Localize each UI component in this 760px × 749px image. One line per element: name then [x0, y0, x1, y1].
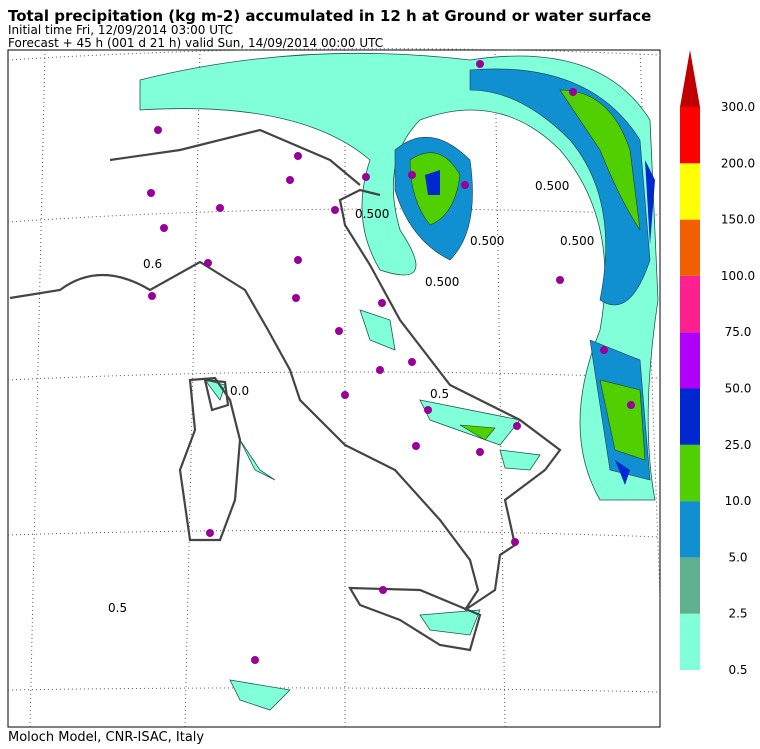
- contour-label: 0.500: [425, 275, 459, 289]
- city-dot: [424, 406, 432, 414]
- colorbar-segment: [680, 332, 700, 389]
- colorbar-label: 10.0: [725, 494, 752, 508]
- contour-label: 0.0: [230, 384, 249, 398]
- contour-label: 0.5: [108, 601, 127, 615]
- city-dot: [335, 327, 343, 335]
- colorbar-arrow: [680, 50, 700, 107]
- colorbar-segment: [680, 388, 700, 445]
- colorbar-segment: [680, 107, 700, 164]
- contour-label: 0.500: [560, 234, 594, 248]
- coastline: [9, 128, 562, 652]
- map-frame: [7, 49, 661, 728]
- map: 0.5 0.6 0.500 0.500 0.500 0.500 0.500 0.0 0.5: [7, 48, 661, 728]
- colorbar-label: 300.0: [721, 100, 755, 114]
- colorbar-segment: [680, 163, 700, 220]
- city-dot: [294, 152, 302, 160]
- colorbar-label: 2.5: [728, 607, 747, 621]
- city-dot: [204, 259, 212, 267]
- city-dot: [378, 299, 386, 307]
- city-dot: [408, 358, 416, 366]
- colorbar-segment: [680, 444, 700, 502]
- colorbar-segment: [680, 557, 700, 614]
- colorbar-segment: [680, 219, 700, 276]
- contour-label: 0.5: [430, 387, 449, 401]
- city-dot: [412, 442, 420, 450]
- city-dot: [251, 656, 259, 664]
- city-dot: [408, 171, 416, 179]
- cities: [147, 60, 635, 664]
- city-dot: [379, 586, 387, 594]
- city-dot: [331, 206, 339, 214]
- city-dot: [292, 294, 300, 302]
- city-dot: [206, 529, 214, 537]
- title: Total precipitation (kg m-2) accumulated…: [8, 7, 651, 25]
- contour-label: 0.500: [470, 234, 504, 248]
- credit: Moloch Model, CNR-ISAC, Italy: [8, 730, 204, 745]
- colorbar-label: 50.0: [725, 382, 752, 396]
- contour-labels: 0.5 0.6 0.500 0.500 0.500 0.500 0.500 0.0 0.5: [108, 179, 594, 615]
- colorbar-label: 150.0: [721, 213, 755, 227]
- colorbar-segment: [680, 501, 700, 558]
- colorbar-label: 200.0: [721, 156, 755, 170]
- city-dot: [627, 401, 635, 409]
- colorbar-label: 0.5: [728, 663, 747, 677]
- colorbar-label: 100.0: [721, 269, 755, 283]
- contour-label: 0.500: [535, 179, 569, 193]
- colorbar-label: 75.0: [725, 325, 752, 339]
- city-dot: [513, 422, 521, 430]
- precip-areas-top: [425, 160, 655, 485]
- colorbar-segment: [680, 275, 700, 333]
- city-dot: [376, 366, 384, 374]
- city-dot: [286, 176, 294, 184]
- colorbar-label: 25.0: [725, 438, 752, 452]
- city-dot: [556, 276, 564, 284]
- city-dot: [600, 346, 608, 354]
- city-dot: [154, 126, 162, 134]
- city-dot: [569, 88, 577, 96]
- city-dot: [294, 256, 302, 264]
- precip-areas: [139, 52, 659, 711]
- forecast: Forecast + 45 h (001 d 21 h) valid Sun, …: [8, 36, 383, 50]
- colorbar-segment: [680, 613, 700, 670]
- colorbar: 0.5 2.5 5.0 10.0 25.0 50.0 75.0 100.0 150.0 200.0…: [680, 50, 755, 677]
- initial-time: Initial time Fri, 12/09/2014 03:00 UTC: [8, 23, 233, 37]
- city-dot: [476, 60, 484, 68]
- city-dot: [216, 204, 224, 212]
- city-dot: [476, 448, 484, 456]
- city-dot: [362, 173, 370, 181]
- city-dot: [341, 391, 349, 399]
- city-dot: [147, 189, 155, 197]
- city-dot: [160, 224, 168, 232]
- contour-label: 0.500: [355, 207, 389, 221]
- city-dot: [511, 538, 519, 546]
- city-dot: [461, 181, 469, 189]
- contour-label: 0.6: [143, 257, 162, 271]
- colorbar-label: 5.0: [728, 550, 747, 564]
- city-dot: [148, 292, 156, 300]
